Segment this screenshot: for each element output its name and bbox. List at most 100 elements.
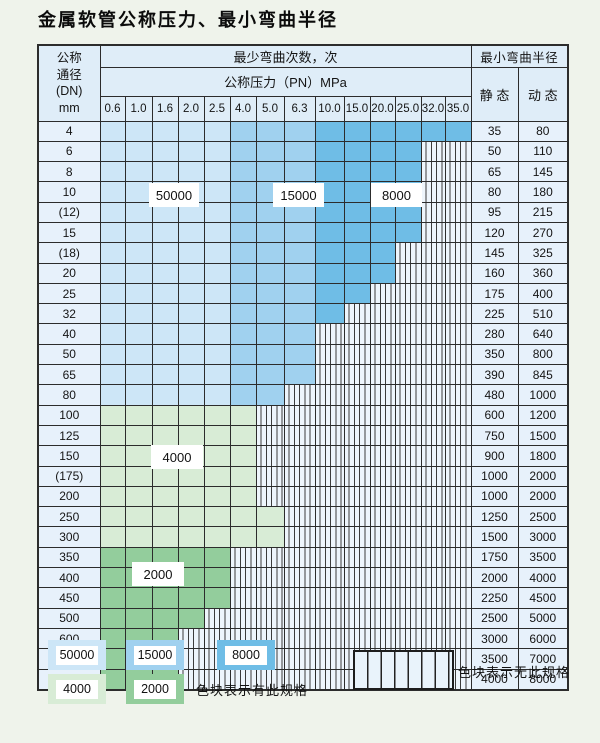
no-spec-cell	[394, 485, 422, 508]
no-spec-cell	[369, 607, 396, 629]
pressure-value-header: 5.0	[255, 95, 285, 122]
no-spec-cell	[229, 587, 257, 609]
no-spec-cell	[394, 526, 422, 548]
no-spec-cell	[283, 506, 316, 528]
spec-cell	[124, 424, 153, 447]
spec-cell	[229, 384, 257, 406]
table-row: 200 1000 2000	[37, 485, 569, 508]
spec-cell	[343, 221, 371, 244]
no-spec-cell	[314, 485, 345, 508]
spec-cell	[151, 607, 179, 629]
spec-cell	[151, 221, 179, 244]
no-spec-cell	[444, 445, 472, 467]
no-spec-cell	[255, 404, 285, 426]
table-row: 25 175 400	[37, 282, 569, 305]
no-spec-cell	[369, 364, 396, 386]
dn-cell: 40	[37, 323, 101, 345]
spec-cell	[203, 120, 231, 142]
pressure-value-header: 20.0	[369, 95, 396, 122]
table-row: 500 2500 5000	[37, 607, 569, 629]
no-spec-cell	[444, 587, 472, 609]
spec-cell	[369, 140, 396, 163]
spec-cell	[99, 445, 126, 467]
no-spec-cell	[444, 201, 472, 223]
spec-cell	[151, 404, 179, 426]
spec-cell	[151, 364, 179, 386]
table-row: 50 350 800	[37, 343, 569, 366]
no-spec-cell	[420, 627, 446, 650]
spec-cell	[203, 221, 231, 244]
spec-cell	[203, 485, 231, 508]
spec-cell	[394, 201, 422, 223]
spec-cell	[343, 161, 371, 183]
no-spec-cell	[394, 404, 422, 426]
spec-cell	[229, 526, 257, 548]
dn-cell: 200	[37, 485, 101, 508]
pressure-value-header: 1.0	[124, 95, 153, 122]
spec-cell	[229, 282, 257, 305]
no-spec-cell	[343, 607, 371, 629]
dynamic-radius-cell: 360	[517, 262, 569, 284]
legend-swatch-label: 15000	[134, 645, 176, 665]
no-spec-cell	[203, 607, 231, 629]
spec-cell	[229, 242, 257, 264]
spec-cell	[229, 445, 257, 467]
no-spec-cell	[444, 546, 472, 569]
spec-cell	[203, 282, 231, 305]
no-spec-cell	[255, 546, 285, 569]
dynamic-radius-cell: 3000	[517, 526, 569, 548]
spec-cell	[177, 323, 205, 345]
static-radius-cell: 3000	[470, 627, 519, 650]
spec-cell	[124, 161, 153, 183]
no-spec-cell	[444, 404, 472, 426]
legend-has-spec-text: 色块表示有此规格	[196, 683, 309, 698]
legend-swatch-50000: 50000	[48, 640, 106, 670]
spec-cell	[151, 485, 179, 508]
spec-cell	[99, 648, 126, 670]
spec-cell	[124, 201, 153, 223]
dynamic-radius-cell: 400	[517, 282, 569, 305]
dn-header-line: 通径	[56, 67, 82, 82]
spec-cell	[99, 323, 126, 345]
spec-cell	[229, 221, 257, 244]
no-spec-cell	[394, 303, 422, 325]
no-spec-cell	[444, 323, 472, 345]
no-spec-cell	[420, 465, 446, 487]
dn-header-line: (DN)	[56, 84, 83, 99]
spec-cell	[283, 282, 316, 305]
dynamic-radius-cell: 110	[517, 140, 569, 163]
static-radius-cell: 1250	[470, 506, 519, 528]
spec-cell	[99, 567, 126, 589]
table-row: 150 900 1800	[37, 445, 569, 467]
no-spec-cell	[229, 607, 257, 629]
no-spec-cell	[255, 668, 285, 691]
spec-cell	[203, 364, 231, 386]
legend-swatch-15000: 15000	[126, 640, 184, 670]
no-spec-cell	[444, 221, 472, 244]
spec-cell	[99, 343, 126, 366]
no-spec-cell	[369, 567, 396, 589]
dn-cell: 15	[37, 221, 101, 244]
dn-cell: (12)	[37, 201, 101, 223]
dynamic-radius-cell: 6000	[517, 627, 569, 650]
spec-cell	[369, 161, 396, 183]
spec-cell	[99, 364, 126, 386]
spec-cell	[203, 201, 231, 223]
spec-cell	[99, 140, 126, 163]
spec-cell	[255, 221, 285, 244]
spec-cell	[99, 404, 126, 426]
static-radius-cell: 2250	[470, 587, 519, 609]
spec-cell	[255, 161, 285, 183]
no-spec-cell	[394, 567, 422, 589]
spec-cell	[369, 120, 396, 142]
spec-cell	[394, 140, 422, 163]
no-spec-cell	[283, 424, 316, 447]
no-spec-cell	[314, 424, 345, 447]
spec-cell	[177, 404, 205, 426]
spec-cell	[314, 120, 345, 142]
spec-cell	[177, 526, 205, 548]
spec-cell	[343, 140, 371, 163]
spec-cell	[177, 262, 205, 284]
spec-cell	[124, 323, 153, 345]
spec-cell	[177, 242, 205, 264]
